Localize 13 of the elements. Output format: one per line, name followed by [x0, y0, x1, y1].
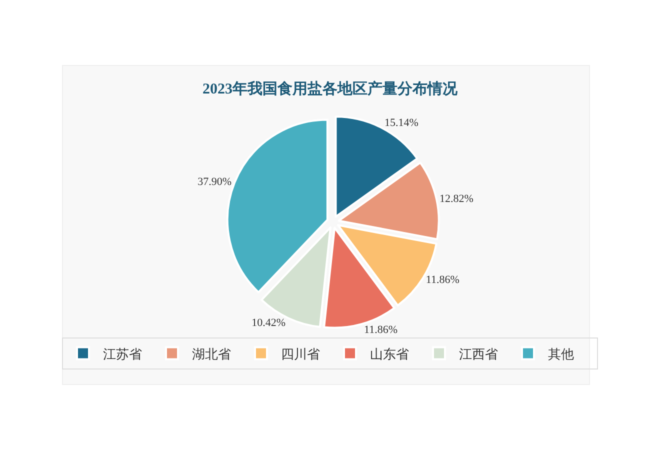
data-label: 10.42%	[252, 317, 286, 330]
data-label: 11.86%	[426, 274, 460, 286]
legend-label: 其他	[548, 346, 574, 362]
legend-label: 湖北省	[192, 346, 231, 362]
chart-title: 2023年我国食用盐各地区产量分布情况	[202, 80, 458, 98]
legend-label: 山东省	[370, 346, 409, 362]
data-label: 37.90%	[198, 176, 232, 188]
legend-label: 江西省	[459, 346, 498, 362]
data-label: 11.86%	[364, 324, 398, 336]
legend-label: 江苏省	[103, 346, 142, 362]
data-label: 15.14%	[384, 117, 418, 130]
data-label: 12.82%	[440, 192, 474, 205]
legend-label: 四川省	[281, 346, 320, 362]
